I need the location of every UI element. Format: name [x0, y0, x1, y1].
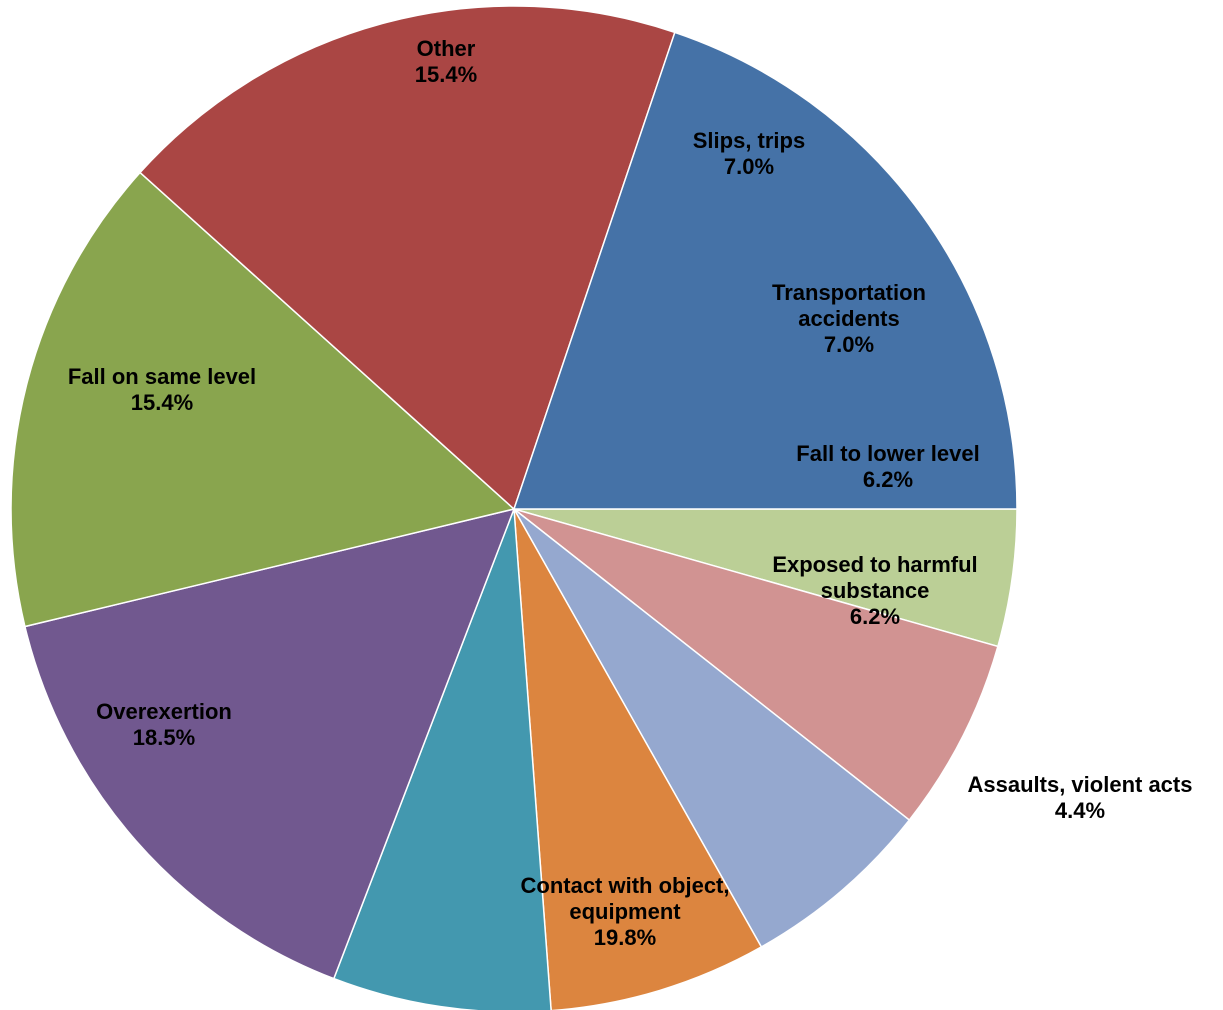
slice-label-fall-to-lower-level: Fall to lower level 6.2% — [796, 441, 979, 492]
slice-label-fall-on-same-level: Fall on same level 15.4% — [68, 364, 256, 415]
slice-label-overexertion: Overexertion 18.5% — [96, 699, 232, 750]
slice-name-line: Assaults, violent acts — [968, 772, 1193, 797]
slice-percent: 7.0% — [824, 332, 874, 357]
slice-name-line: Fall on same level — [68, 364, 256, 389]
pie-slice-fall-on-same-level — [10, 171, 516, 628]
slice-label-other: Other 15.4% — [415, 36, 477, 87]
slice-name-line: accidents — [798, 306, 900, 331]
slice-name-line: Fall to lower level — [796, 441, 979, 466]
slice-percent: 7.0% — [724, 154, 774, 179]
slice-label-assaults-violent-acts: Assaults, violent acts 4.4% — [968, 772, 1193, 823]
slice-label-slips-trips: Slips, trips 7.0% — [693, 128, 805, 179]
slice-percent: 18.5% — [133, 725, 195, 750]
slice-name-line: equipment — [569, 899, 681, 924]
pie-slice-fall-to-lower-level — [513, 508, 911, 948]
pie-slices — [10, 5, 1018, 1010]
slice-label-contact-with-object-equipment: Contact with object, equipment 19.8% — [521, 873, 730, 950]
slice-name-line: Overexertion — [96, 699, 232, 724]
pie-labels: Assaults, violent acts 4.4% Exposed to har… — [68, 36, 1193, 950]
slice-label-transportation-accidents: Transportation accidents 7.0% — [772, 280, 926, 357]
slice-percent: 19.8% — [594, 925, 656, 950]
slice-name-line: substance — [821, 578, 930, 603]
slice-name-line: Other — [417, 36, 476, 61]
slice-percent: 6.2% — [850, 604, 900, 629]
slice-name-line: Exposed to harmful — [772, 552, 977, 577]
slice-percent: 4.4% — [1055, 798, 1105, 823]
pie-slice-other — [24, 507, 516, 980]
pie-slice-overexertion — [139, 5, 676, 511]
pie-slice-exposed-to-harmful-substance — [513, 508, 999, 822]
slice-name-line: Slips, trips — [693, 128, 805, 153]
slice-name-line: Transportation — [772, 280, 926, 305]
slice-percent: 15.4% — [131, 390, 193, 415]
slice-label-exposed-to-harmful-substance: Exposed to harmful substance 6.2% — [772, 552, 977, 629]
slice-name-line: Contact with object, — [521, 873, 730, 898]
pie-slice-transportation-accidents — [513, 508, 763, 1010]
slice-percent: 6.2% — [863, 467, 913, 492]
pie-slice-slips-trips — [332, 508, 552, 1010]
pie-slice-contact-with-object-equipment — [512, 31, 1018, 510]
slice-percent: 15.4% — [415, 62, 477, 87]
